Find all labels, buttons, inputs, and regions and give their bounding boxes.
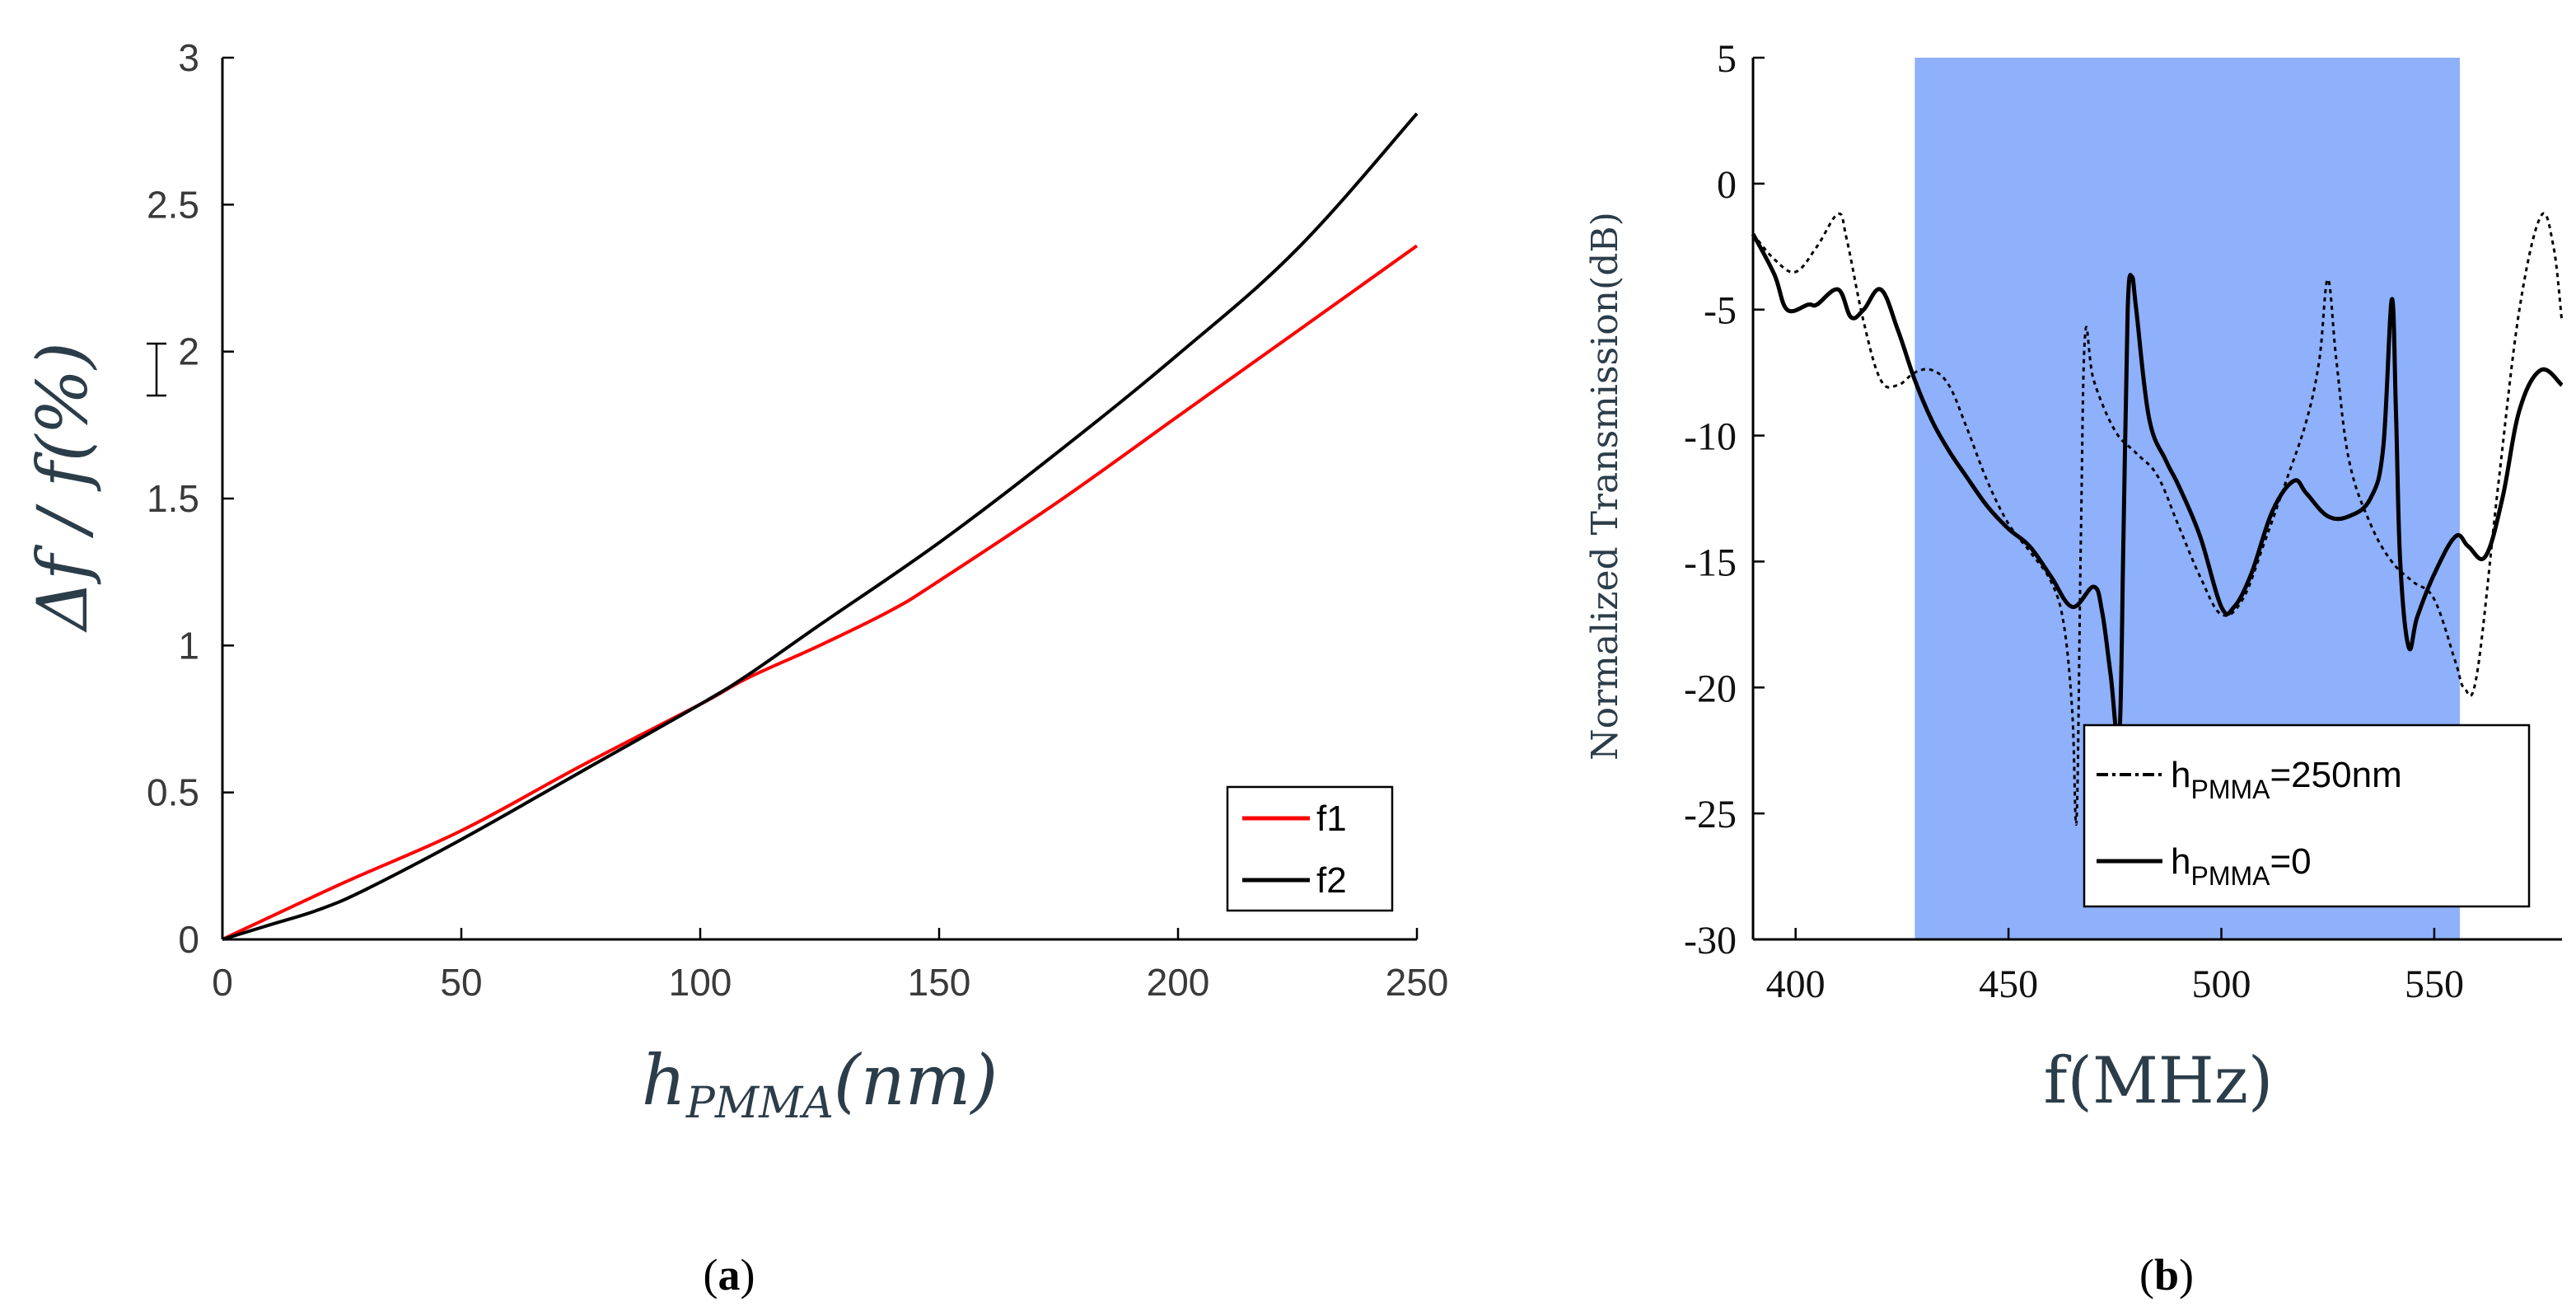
legend-250nm-tail: =250nm: [2270, 755, 2401, 795]
panel-a-y-label: Δf / f(%): [22, 342, 103, 633]
panel-a-caption: (a): [704, 1250, 755, 1300]
panel-b-x-tick-label: 450: [1979, 962, 2038, 1006]
panel-b-y-tick-label: 0: [1717, 163, 1737, 207]
panel-b-y-tick-label: -10: [1684, 415, 1737, 459]
panel-a-caption-letter: a: [718, 1250, 741, 1300]
panel-a: 0 0.5 1 1.5 2 2.5 3 0 50 100 150 200 250 f1 f2 Δf /…: [22, 36, 1448, 1300]
panel-a-y-tick-label: 0: [178, 918, 199, 961]
legend-f1-label: f1: [1316, 798, 1347, 839]
series-f1-line: [222, 244, 1419, 941]
panel-b-y-tick-label: -15: [1684, 541, 1737, 584]
panel-a-y-ticks: 0 0.5 1 1.5 2 2.5 3: [147, 36, 234, 961]
panel-b-x-tick-label: 400: [1766, 962, 1826, 1006]
panel-a-x-label-main: h: [642, 1040, 686, 1121]
panel-a-y-tick-label: 1: [178, 624, 199, 667]
panel-a-y-tick-label: 3: [178, 36, 199, 79]
panel-a-x-tick-label: 250: [1386, 961, 1449, 1004]
panel-b-y-tick-label: -30: [1684, 919, 1737, 962]
legend-0-label: hPMMA=0: [2171, 841, 2312, 891]
panel-a-series: [222, 112, 1419, 941]
panel-a-y-tick-label: 2.5: [147, 183, 199, 226]
panel-a-x-tick-label: 100: [669, 961, 732, 1004]
panel-a-x-tick-label: 200: [1147, 961, 1210, 1004]
panel-b-legend: hPMMA=250nm hPMMA=0: [2083, 724, 2531, 908]
legend-0-sub: PMMA: [2190, 861, 2270, 891]
panel-b-y-tick-label: -20: [1684, 667, 1737, 710]
panel-b-y-ticks: 5 0 -5 -10 -15 -20 -25 -30: [1684, 37, 1765, 962]
panel-a-x-ticks: 0 50 100 150 200 250: [212, 928, 1448, 1004]
panel-b-caption-letter: b: [2154, 1250, 2179, 1300]
series-f2-line: [222, 112, 1419, 941]
panel-b-legend-box: [2083, 724, 2531, 908]
panel-b-x-ticks: 400 450 500 550: [1766, 928, 2464, 1006]
legend-0-main: h: [2171, 841, 2190, 882]
text-cursor-icon: [147, 342, 166, 397]
panel-a-plot-area: [222, 58, 1417, 939]
panel-a-x-label: hPMMA(nm): [642, 1040, 998, 1128]
panel-a-x-label-sub: PMMA: [685, 1079, 834, 1128]
legend-f2-label: f2: [1316, 860, 1347, 901]
panel-b-y-tick-label: -25: [1684, 793, 1737, 836]
panel-a-x-label-tail: (nm): [834, 1040, 998, 1121]
panel-b-caption: (b): [2139, 1250, 2194, 1300]
panel-b-y-label: Normalized Transmission(dB): [1584, 212, 1626, 761]
panel-b-x-label: f(MHz): [2044, 1044, 2274, 1118]
legend-250nm-label: hPMMA=250nm: [2171, 755, 2402, 804]
legend-250nm-sub: PMMA: [2190, 775, 2270, 804]
legend-250nm-main: h: [2171, 755, 2190, 795]
panel-a-y-tick-label: 2: [178, 330, 199, 373]
legend-0-tail: =0: [2270, 841, 2311, 882]
panel-b-y-tick-label: 5: [1717, 37, 1737, 81]
panel-b: 50-5-10-15-20-25-30 400 450 500 550 hPMMA=2…: [1584, 37, 2564, 1300]
panel-a-x-tick-label: 0: [212, 961, 233, 1004]
panel-b-x-tick-label: 500: [2192, 962, 2251, 1006]
panel-b-series: [1751, 212, 2564, 827]
panel-a-x-tick-label: 50: [440, 961, 482, 1004]
panel-b-y-tick-label: -5: [1704, 289, 1737, 333]
panel-b-x-tick-label: 550: [2405, 962, 2464, 1006]
panel-a-legend-box: [1226, 785, 1394, 912]
panel-a-y-tick-label: 1.5: [147, 477, 199, 520]
series-pmma-0-line: [1751, 232, 2564, 746]
svg-text:hPMMA(nm): hPMMA(nm): [642, 1040, 998, 1128]
series-pmma-250nm-line: [1751, 212, 2564, 827]
panel-a-y-tick-label: 0.5: [147, 771, 199, 814]
panel-a-legend: f1 f2: [1226, 785, 1394, 912]
panel-a-x-tick-label: 150: [908, 961, 971, 1004]
